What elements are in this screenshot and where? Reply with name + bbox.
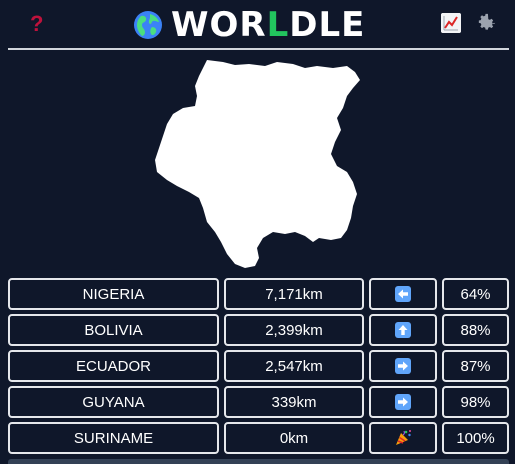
guess-row: SURINAME 0km 100% (8, 422, 509, 454)
guess-proximity: 87% (442, 350, 509, 382)
guess-country: GUYANA (8, 386, 219, 418)
guess-country: ECUADOR (8, 350, 219, 382)
guess-direction (369, 350, 437, 382)
guess-row: GUYANA 339km 98% (8, 386, 509, 418)
question-mark-icon[interactable]: ? (30, 11, 44, 36)
guess-country: SURINAME (8, 422, 219, 454)
guess-country: BOLIVIA (8, 314, 219, 346)
arrow-right-icon (395, 394, 411, 410)
guess-distance: 0km (224, 422, 364, 454)
guess-distance: 2,547km (224, 350, 364, 382)
guess-row: ECUADOR 2,547km 87% (8, 350, 509, 382)
stats-chart-icon[interactable] (441, 13, 461, 33)
arrow-right-icon (395, 358, 411, 374)
guess-input-edge[interactable] (8, 459, 509, 464)
guess-proximity: 88% (442, 314, 509, 346)
guess-row: BOLIVIA 2,399km 88% (8, 314, 509, 346)
guess-direction (369, 386, 437, 418)
guess-distance: 7,171km (224, 278, 364, 310)
guess-direction (369, 278, 437, 310)
guess-proximity: 98% (442, 386, 509, 418)
guess-country: NIGERIA (8, 278, 219, 310)
guess-direction (369, 314, 437, 346)
arrow-up-icon (395, 322, 411, 338)
guess-proximity: 100% (442, 422, 509, 454)
guess-distance: 339km (224, 386, 364, 418)
app-title: WORLDLE (133, 6, 365, 44)
header-bar: ? WORLDLE (8, 0, 509, 50)
title-text: WORLDLE (171, 5, 366, 45)
guess-proximity: 64% (442, 278, 509, 310)
party-popper-icon (396, 430, 411, 445)
guess-distance: 2,399km (224, 314, 364, 346)
gear-icon[interactable] (475, 12, 497, 34)
guess-direction (369, 422, 437, 454)
country-silhouette (155, 60, 360, 268)
arrow-left-icon (395, 286, 411, 302)
globe-icon (134, 11, 162, 39)
guess-row: NIGERIA 7,171km 64% (8, 278, 509, 310)
